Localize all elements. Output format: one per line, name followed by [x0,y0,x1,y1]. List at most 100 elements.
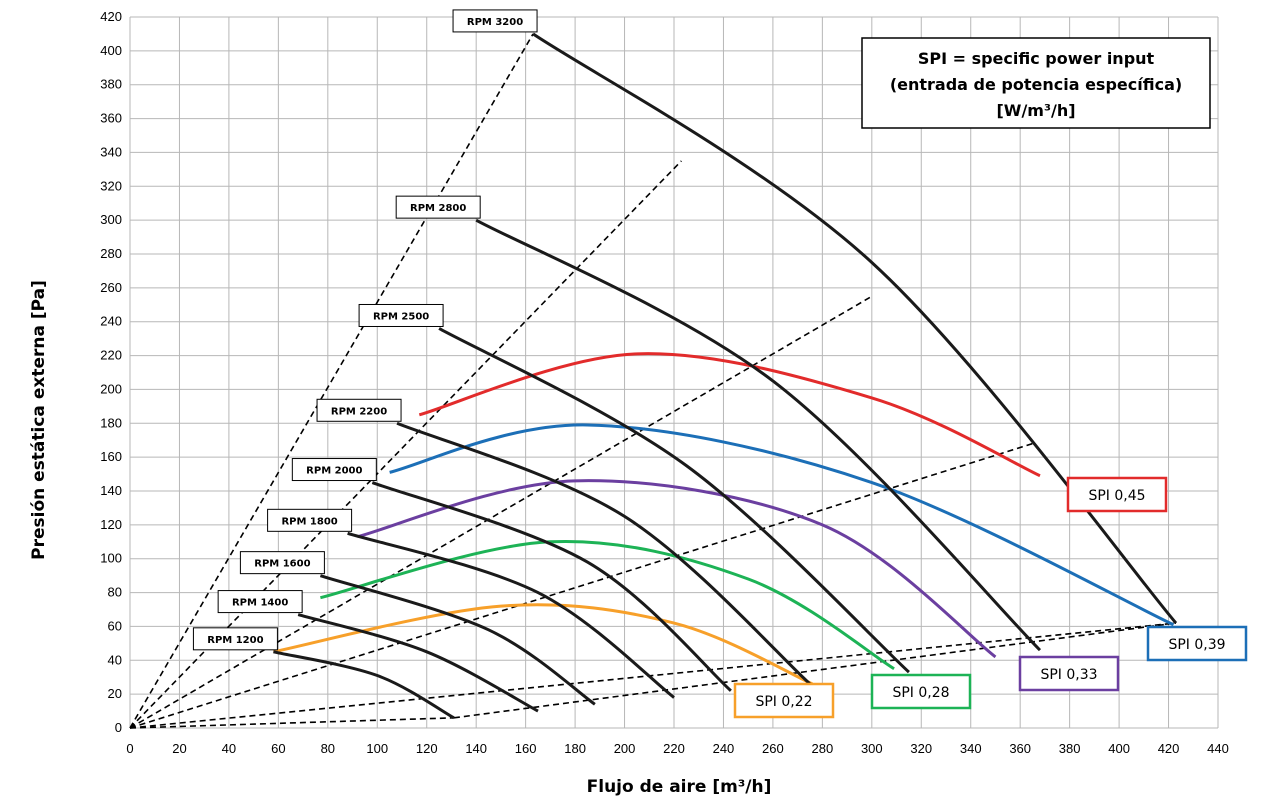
y-tick-label: 380 [100,77,122,92]
spi-label: SPI 0,45 [1088,488,1145,504]
y-tick-label: 240 [100,314,122,329]
rpm-curve [396,421,812,686]
y-tick-label: 320 [100,178,122,193]
y-tick-label: 40 [108,652,122,667]
spi-label-box [1146,625,1248,662]
rpm-curve [319,574,596,706]
rpm-label: RPM 1800 [281,516,337,527]
x-tick-label: 160 [515,741,537,756]
rpm-curve [347,531,675,699]
title-box: SPI = specific power input (entrada de p… [861,37,1211,129]
x-tick-label: 140 [465,741,487,756]
x-tick-label: 280 [812,741,834,756]
rpm-label-box [192,627,278,651]
rpm-label-box [217,590,303,614]
rpm-curve [532,32,1178,625]
spi-label-box [1066,476,1168,513]
x-tick-label: 20 [172,741,186,756]
x-tick-label: 0 [126,741,133,756]
system-curve-dashed [129,442,1033,729]
x-axis-label: Flujo de aire [m³/h] [587,777,772,797]
system-curve-dashed [129,622,1177,729]
dashed-lines [129,33,1177,729]
spi-curve [273,603,814,686]
spi-label: SPI 0,39 [1168,637,1225,653]
x-tick-label: 60 [271,741,285,756]
x-tick-label: 220 [663,741,685,756]
system-curve-dashed [453,622,1177,719]
rpm-label-box [267,508,353,532]
rpm-curve [273,650,455,720]
rpm-label: RPM 2800 [410,203,466,214]
spi-label: SPI 0,33 [1040,667,1097,683]
y-tick-label: 220 [100,348,122,363]
y-tick-label: 280 [100,246,122,261]
x-tick-label: 100 [366,741,388,756]
rpm-label: RPM 3200 [467,17,523,28]
y-tick-label: 120 [100,517,122,532]
y-tick-label: 20 [108,686,122,701]
rpm-curve [297,613,539,713]
x-tick-label: 40 [222,741,236,756]
y-tick-label: 0 [115,720,122,735]
rpm-curve [371,481,732,692]
rpm-label-box [358,303,444,327]
spi-curve [418,352,1041,478]
curve-labels: RPM 3200 RPM 2800 RPM 2500 RPM 2200 RPM 2000… [192,9,1248,719]
y-tick-label: 80 [108,585,122,600]
y-tick-label: 400 [100,43,122,58]
x-tick-label: 180 [564,741,586,756]
y-tick-label: 360 [100,111,122,126]
y-tick-label: 260 [100,280,122,295]
x-tick-label: 320 [910,741,932,756]
spi-curve [320,539,895,671]
x-tick-label: 380 [1059,741,1081,756]
title-line-2: (entrada de potencia específica) [890,75,1182,94]
x-tick-label: 200 [614,741,636,756]
rpm-label: RPM 1200 [207,635,263,646]
system-curve-dashed [129,33,534,729]
rpm-label: RPM 2200 [331,406,387,417]
x-tick-label: 260 [762,741,784,756]
rpm-label-box [452,9,538,33]
x-tick-label: 240 [713,741,735,756]
spi-label-box [870,673,972,710]
y-axis-label: Presión estática externa [Pa] [29,280,49,560]
x-tick-label: 340 [960,741,982,756]
y-tick-label: 300 [100,212,122,227]
spi-label-box [733,682,835,719]
rpm-curve [438,327,910,674]
rpm-label: RPM 2000 [306,466,362,477]
system-curve-dashed [129,717,454,729]
x-tick-label: 300 [861,741,883,756]
y-tick-label: 180 [100,415,122,430]
rpm-label: RPM 1600 [254,559,310,570]
rpm-label: RPM 1400 [232,598,288,609]
spi-curve [389,423,1175,627]
x-tick-label: 400 [1108,741,1130,756]
title-line-1: SPI = specific power input [918,49,1155,68]
rpm-label-box [316,398,402,422]
rpm-label-box [395,195,481,219]
title-line-3: [W/m³/h] [996,101,1075,120]
y-tick-label: 60 [108,618,122,633]
grid [129,16,1219,729]
spi-label-box [1018,655,1120,692]
system-curve-dashed [129,295,873,729]
x-tick-label: 420 [1158,741,1180,756]
spi-label: SPI 0,28 [892,685,949,701]
x-tick-label: 440 [1207,741,1229,756]
rpm-label: RPM 2500 [373,311,429,322]
y-tick-label: 100 [100,551,122,566]
rpm-curves [273,32,1178,720]
y-tick-label: 340 [100,144,122,159]
rpm-label-box [291,458,377,482]
rpm-curve [475,218,1042,652]
y-tick-label: 420 [100,9,122,24]
spi-label: SPI 0,22 [755,694,812,710]
x-tick-label: 120 [416,741,438,756]
x-tick-label: 80 [321,741,335,756]
y-tick-label: 140 [100,483,122,498]
y-tick-label: 160 [100,449,122,464]
